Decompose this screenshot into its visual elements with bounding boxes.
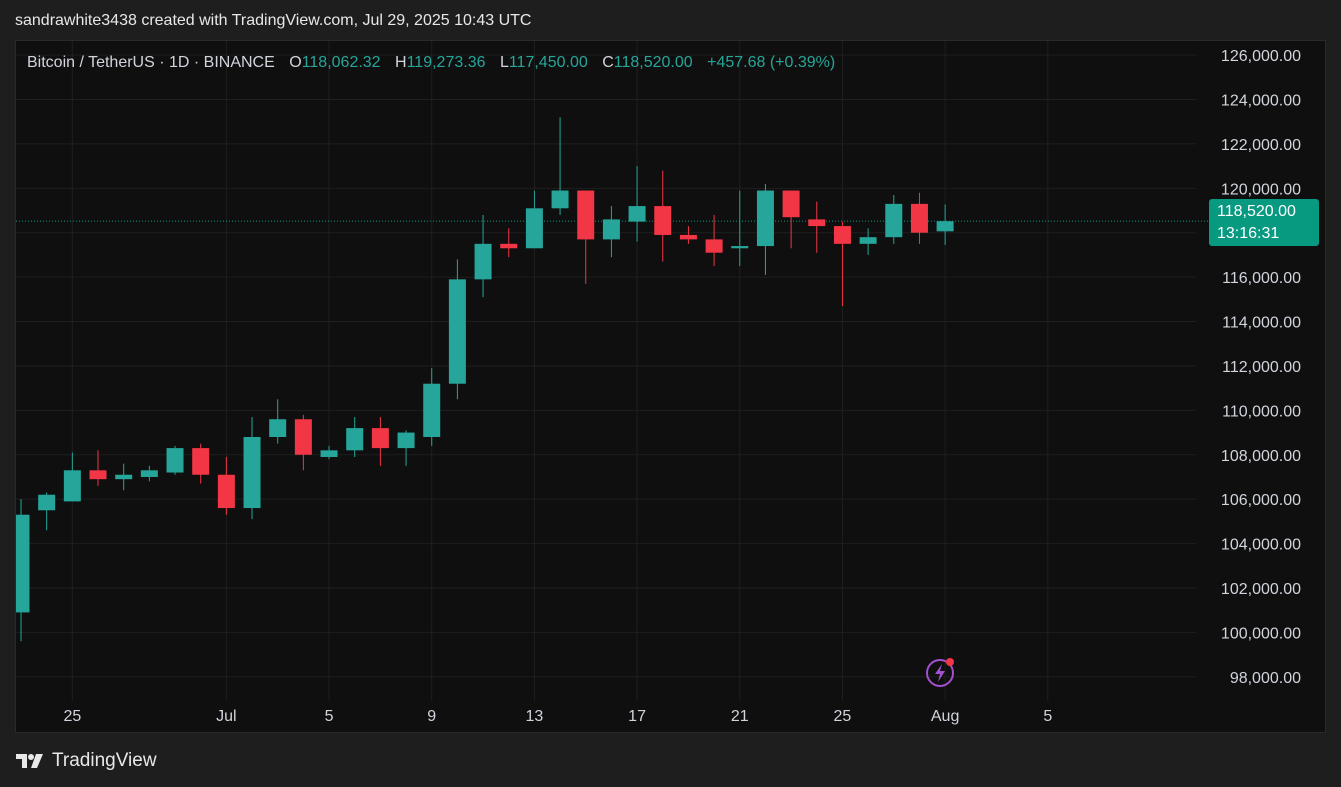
legend-change: +457.68 (+0.39%): [707, 54, 836, 71]
x-tick-label: 5: [1043, 708, 1052, 725]
candle-body: [859, 237, 877, 244]
candle-body: [192, 448, 210, 475]
candle-body: [910, 203, 928, 233]
candle-body: [294, 419, 312, 455]
last-price-label: 118,520.00 13:16:31: [1209, 199, 1319, 246]
candle-body: [269, 419, 287, 437]
candle-body: [63, 470, 81, 502]
candlestick-chart[interactable]: 126,000.00 124,000.00 122,000.00 120,000.00…: [16, 41, 1326, 733]
last-price-value: 118,520.00: [1217, 203, 1296, 220]
legend-high-value: 119,273.36: [406, 54, 486, 71]
tradingview-logo[interactable]: TradingView: [16, 750, 157, 772]
candle-body: [808, 219, 826, 227]
tradingview-logo-icon: [16, 754, 43, 768]
candle-body: [448, 279, 466, 384]
x-tick-label: 9: [427, 708, 436, 725]
legend-symbol[interactable]: Bitcoin / TetherUS · 1D · BINANCE: [27, 54, 275, 71]
y-tick-label: 100,000.00: [1221, 625, 1301, 642]
y-tick-label: 104,000.00: [1221, 537, 1301, 554]
y-tick-label: 98,000.00: [1230, 670, 1301, 687]
candle-body: [346, 428, 364, 451]
candle-body: [140, 470, 158, 477]
candle-body: [833, 226, 851, 244]
y-tick-label: 124,000.00: [1221, 93, 1301, 110]
x-tick-label: 21: [731, 708, 749, 725]
ohlc-legend: Bitcoin / TetherUS · 1D · BINANCE O118,0…: [27, 54, 845, 72]
legend-low-value: 117,450.00: [508, 54, 588, 71]
x-tick-label: 13: [526, 708, 544, 725]
y-tick-label: 106,000.00: [1221, 492, 1301, 509]
candle-body: [217, 474, 235, 509]
legend-open-value: 118,062.32: [301, 54, 381, 71]
candle-body: [89, 470, 107, 480]
candle-body: [705, 239, 723, 253]
y-tick-label: 126,000.00: [1221, 48, 1301, 65]
candle-body: [936, 221, 954, 232]
bar-countdown: 13:16:31: [1217, 225, 1280, 242]
candle-body: [731, 246, 749, 249]
tradingview-wordmark: TradingView: [52, 750, 157, 771]
y-tick-label: 114,000.00: [1222, 315, 1301, 332]
x-tick-label: 17: [628, 708, 646, 725]
candle-body: [782, 190, 800, 218]
candle-body: [525, 208, 543, 249]
candle-body: [577, 190, 595, 240]
candle-body: [320, 450, 338, 457]
chart-area[interactable]: 126,000.00 124,000.00 122,000.00 120,000.00…: [15, 40, 1326, 733]
candle-body: [602, 219, 620, 240]
candle-body: [423, 383, 441, 437]
candle-body: [16, 514, 30, 613]
candle-body: [551, 190, 569, 209]
y-tick-label: 102,000.00: [1221, 581, 1301, 598]
y-tick-label: 116,000.00: [1222, 270, 1301, 287]
legend-low-key: L: [499, 54, 509, 71]
y-tick-label: 110,000.00: [1222, 403, 1301, 420]
candle-body: [115, 474, 133, 480]
x-tick-label: 25: [834, 708, 852, 725]
candle-body: [679, 234, 697, 240]
y-tick-label: 122,000.00: [1221, 137, 1301, 154]
candle-body: [397, 432, 415, 449]
candle-body: [500, 243, 518, 249]
candle-body: [628, 206, 646, 222]
candle-body: [885, 203, 903, 238]
candle-body: [654, 206, 672, 235]
x-tick-label: Aug: [931, 708, 959, 725]
legend-open-key: O: [289, 54, 302, 71]
candle-body: [243, 437, 261, 509]
candle-body: [756, 190, 774, 247]
y-tick-label: 112,000.00: [1222, 359, 1301, 376]
bolt-icon[interactable]: [925, 657, 956, 688]
x-tick-label: 25: [63, 708, 81, 725]
y-tick-label: 108,000.00: [1221, 448, 1301, 465]
legend-high-key: H: [395, 54, 407, 71]
legend-close-value: 118,520.00: [613, 54, 693, 71]
x-tick-label: Jul: [216, 708, 236, 725]
x-tick-label: 5: [325, 708, 334, 725]
legend-close-key: C: [602, 54, 614, 71]
y-tick-label: 120,000.00: [1221, 181, 1301, 198]
candle-body: [474, 243, 492, 280]
candle-body: [166, 448, 184, 473]
candle-body: [38, 494, 56, 511]
candle-body: [371, 428, 389, 449]
chart-caption: sandrawhite3438 created with TradingView…: [15, 12, 532, 29]
